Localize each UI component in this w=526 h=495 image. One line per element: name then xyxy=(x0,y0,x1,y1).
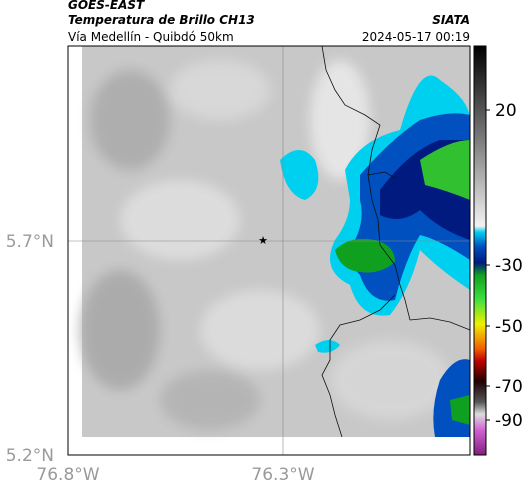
lon-label: 76.8°W xyxy=(36,465,99,485)
lat-label: 5.2°N xyxy=(6,446,54,466)
borders xyxy=(321,45,471,438)
map-frame xyxy=(67,45,471,456)
lon-label: 76.3°W xyxy=(251,465,314,485)
colorbar-label: 20 xyxy=(495,101,517,121)
colorbar-label: -30 xyxy=(495,256,523,276)
region-subtitle: Vía Medellín - Quibdó 50km xyxy=(68,30,234,44)
colorbar-ticks xyxy=(486,109,490,421)
colorbar-label: -90 xyxy=(495,411,523,431)
source-label: SIATA xyxy=(432,13,470,27)
timestamp: 2024-05-17 00:19 xyxy=(362,30,470,44)
colorbar xyxy=(473,45,487,456)
satellite-name: GOES-EAST xyxy=(68,0,145,12)
location-marker: ★ xyxy=(258,234,268,247)
colorbar-label: -50 xyxy=(495,317,523,337)
satellite-image xyxy=(80,46,470,437)
lat-label: 5.7°N xyxy=(6,232,54,252)
colorbar-label: -70 xyxy=(495,377,523,397)
product-title: Temperatura de Brillo CH13 xyxy=(68,13,255,27)
